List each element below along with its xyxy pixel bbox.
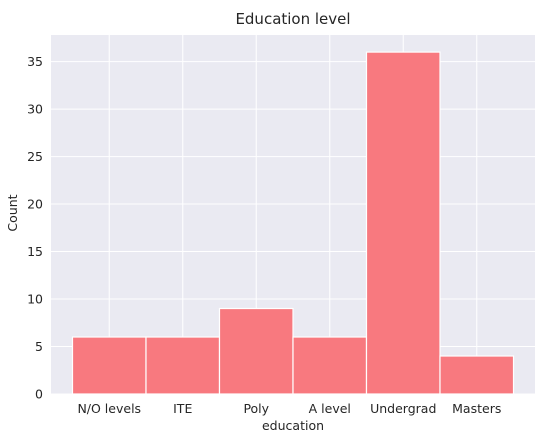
chart-title: Education level xyxy=(235,10,350,28)
bar-a-level xyxy=(292,336,368,395)
y-tick-label: 35 xyxy=(27,54,43,69)
x-tick-label: Poly xyxy=(243,401,269,416)
y-tick-label: 20 xyxy=(27,197,43,212)
x-axis-label: education xyxy=(262,418,324,433)
y-axis-label: Count xyxy=(5,194,20,231)
bar-undergrad xyxy=(365,51,441,395)
bar-n-o-levels xyxy=(71,336,147,395)
y-tick-label: 10 xyxy=(27,292,43,307)
x-axis-ticks: N/O levels ITE Poly A level Undergrad Masters xyxy=(77,401,501,416)
x-tick-label: Masters xyxy=(452,401,501,416)
bar-masters xyxy=(439,355,515,395)
bars xyxy=(71,51,515,395)
x-tick-label: N/O levels xyxy=(77,401,141,416)
bar-poly xyxy=(218,307,294,395)
y-tick-label: 30 xyxy=(27,102,43,117)
y-tick-label: 15 xyxy=(27,244,43,259)
bar-ite xyxy=(145,336,221,395)
y-tick-label: 5 xyxy=(35,339,43,354)
y-tick-label: 0 xyxy=(35,387,43,402)
y-tick-label: 25 xyxy=(27,149,43,164)
x-tick-label: A level xyxy=(309,401,351,416)
x-tick-label: Undergrad xyxy=(370,401,436,416)
x-tick-label: ITE xyxy=(173,401,192,416)
y-axis-ticks: 0 5 10 15 20 25 30 35 xyxy=(27,54,43,401)
